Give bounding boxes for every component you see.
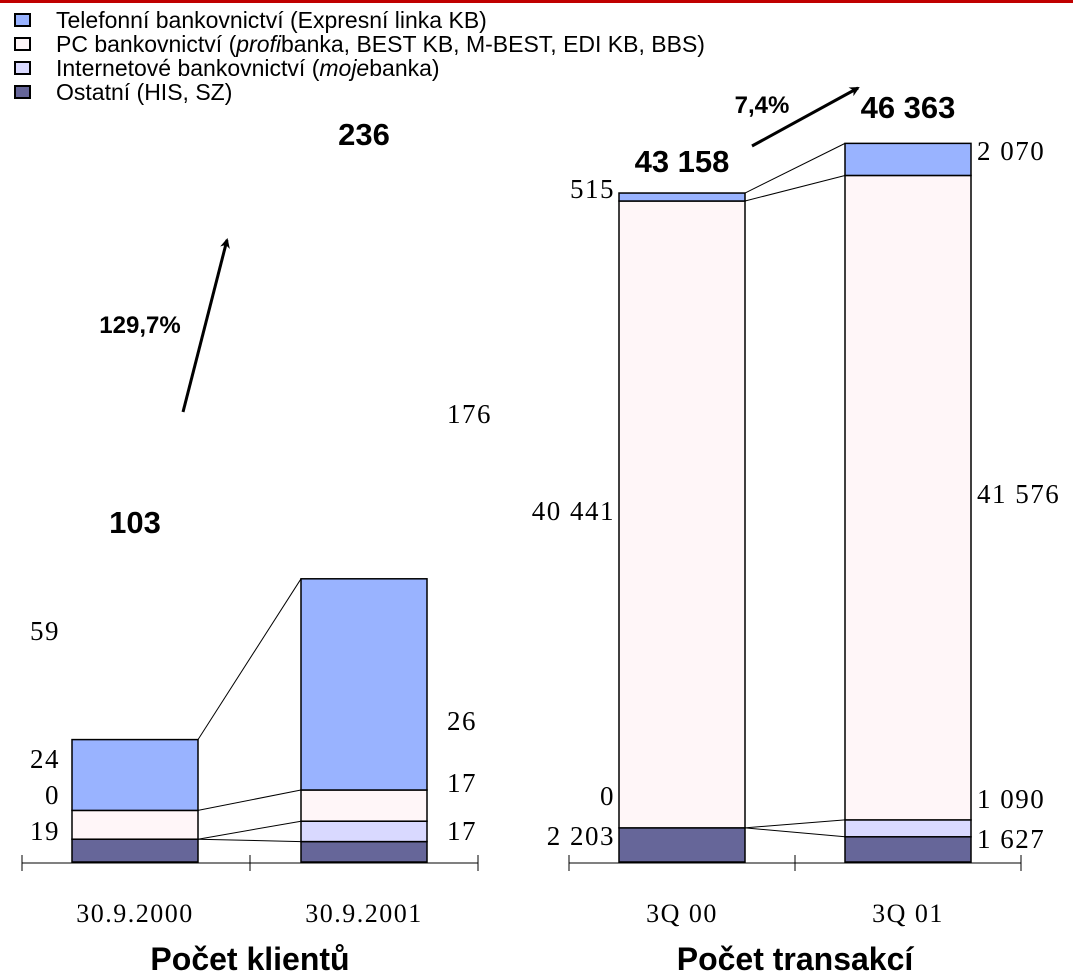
legend-item-internet: Internetové bankovnictví (mojebanka) [14,56,705,80]
legend-label-ostatni: Ostatní (HIS, SZ) [56,79,233,105]
transactions-bar-2-pc [844,174,972,821]
clients-bar-1-ostatni [71,838,199,863]
top-accent-line [0,0,1073,3]
clients-bar-2-ostatni [300,840,428,863]
transactions-connector-line [744,819,846,829]
clients-data-label-pc: 26 [447,706,477,736]
clients-data-label-ostatni: 17 [447,816,477,846]
legend: Telefonní bankovnictví (Expresní linka K… [14,8,705,104]
transactions-bar-1-ostatni [618,827,746,863]
legend-label-internet: Internetové bankovnictví (mojebanka) [56,55,440,81]
clients-data-label-pc: 24 [30,744,60,774]
legend-swatch-pc [14,37,31,51]
transactions-growth-label: 7,4% [735,92,790,119]
clients-connector-line [197,820,302,840]
clients-data-label-internet: 0 [45,780,60,810]
transactions-data-label-internet: 0 [600,781,615,811]
clients-connector-line [197,838,302,843]
clients-total-label: 236 [338,117,390,152]
transactions-bar-2-ostatni [844,836,972,863]
clients-data-label-telefonni: 59 [30,616,60,646]
transactions-connector-line [744,174,846,202]
transactions-bar-1-telefonni [618,192,746,202]
clients-bar-2-pc [300,789,428,822]
clients-data-label-telefonni: 176 [447,399,492,429]
clients-bar-1-pc [71,809,199,840]
transactions-chart-title: Počet transakcí [677,941,915,977]
clients-category-label: 30.9.2001 [305,899,423,928]
transactions-category-label: 3Q 00 [646,899,718,928]
legend-item-ostatni: Ostatní (HIS, SZ) [14,80,705,104]
clients-bar-2-internet [300,820,428,843]
transactions-data-label-pc: 40 441 [532,496,615,526]
legend-label-telefonni: Telefonní bankovnictví (Expresní linka K… [56,7,487,33]
transactions-connector-line [744,827,846,838]
transactions-data-label-ostatni: 1 627 [977,824,1045,854]
clients-connector-line [197,578,302,740]
clients-chart-title: Počet klientů [150,941,349,977]
transactions-total-label: 46 363 [861,90,956,125]
transactions-growth-arrow [751,86,860,148]
legend-item-telefonni: Telefonní bankovnictví (Expresní linka K… [14,8,705,32]
legend-swatch-internet [14,61,31,75]
transactions-connector-line [744,142,846,194]
clients-bar-1-telefonni [71,738,199,812]
transactions-bar-1-pc [618,200,746,829]
legend-swatch-ostatni [14,85,31,99]
transactions-total-label: 43 158 [635,144,730,179]
legend-item-pc: PC bankovnictví (profibanka, BEST KB, M-… [14,32,705,56]
clients-category-label: 30.9.2000 [76,899,194,928]
clients-connector-line [197,789,302,811]
legend-swatch-telefonni [14,13,31,27]
clients-data-label-ostatni: 19 [30,816,60,846]
transactions-data-label-internet: 1 090 [977,784,1045,814]
transactions-data-label-telefonni: 2 070 [977,136,1045,166]
transactions-bar-2-internet [844,819,972,838]
legend-label-pc: PC bankovnictví (profibanka, BEST KB, M-… [56,31,705,57]
transactions-data-label-ostatni: 2 203 [547,821,615,851]
transactions-category-label: 3Q 01 [872,899,944,928]
transactions-bar-2-telefonni [844,142,972,177]
transactions-data-label-telefonni: 515 [570,174,615,204]
clients-growth-label: 129,7% [99,312,180,339]
transactions-data-label-pc: 41 576 [977,479,1060,509]
clients-bar-2-telefonni [300,578,428,791]
clients-growth-arrow [181,238,230,413]
clients-total-label: 103 [109,505,161,540]
clients-data-label-internet: 17 [447,768,477,798]
